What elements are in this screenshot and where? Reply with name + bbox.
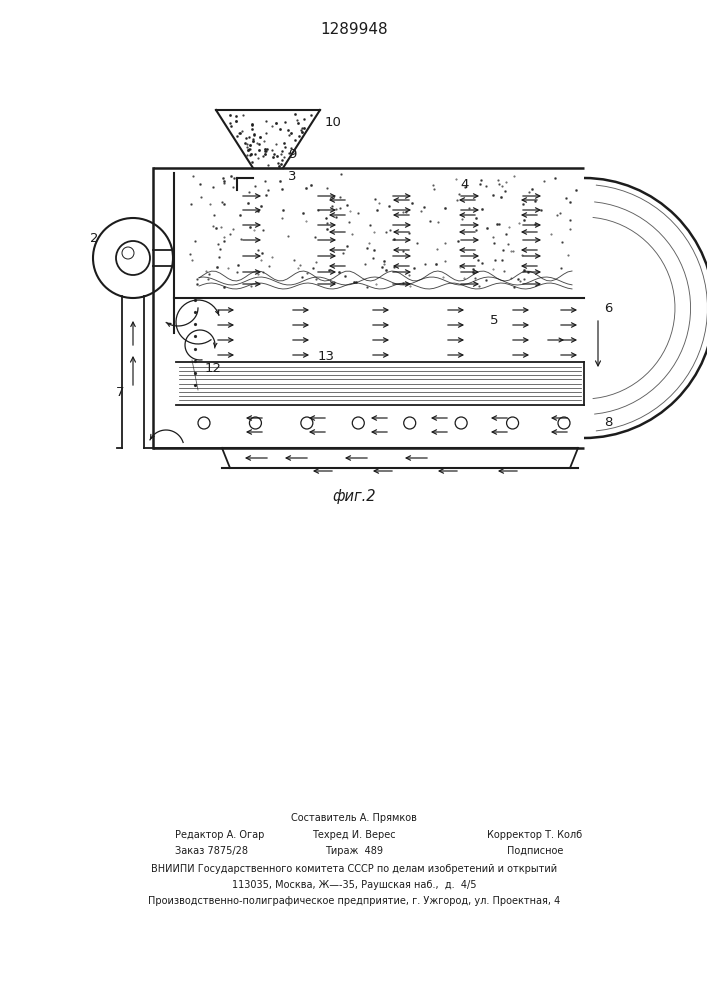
Text: 10: 10 xyxy=(325,115,342,128)
Text: 2: 2 xyxy=(90,232,98,244)
Text: Заказ 7875/28: Заказ 7875/28 xyxy=(175,846,248,856)
Text: Подписное: Подписное xyxy=(507,846,563,856)
Text: 3: 3 xyxy=(288,169,296,182)
Text: Производственно-полиграфическое предприятие, г. Ужгород, ул. Проектная, 4: Производственно-полиграфическое предприя… xyxy=(148,896,560,906)
Text: 9: 9 xyxy=(288,148,296,161)
Text: Корректор Т. Колб: Корректор Т. Колб xyxy=(487,830,583,840)
Text: 6: 6 xyxy=(604,302,612,314)
Text: Составитель А. Прямков: Составитель А. Прямков xyxy=(291,813,417,823)
Text: Техред И. Верес: Техред И. Верес xyxy=(312,830,396,840)
Text: 12: 12 xyxy=(205,361,222,374)
Text: 7: 7 xyxy=(116,386,124,399)
Text: фиг.2: фиг.2 xyxy=(332,488,375,504)
Text: 5: 5 xyxy=(490,314,498,326)
Text: Тираж  489: Тираж 489 xyxy=(325,846,383,856)
Text: 4: 4 xyxy=(460,178,468,190)
Text: 8: 8 xyxy=(604,416,612,430)
Text: 1289948: 1289948 xyxy=(320,22,388,37)
Text: Редактор А. Огар: Редактор А. Огар xyxy=(175,830,264,840)
Text: 113035, Москва, Ж—-35, Раушская наб.,  д.  4/5: 113035, Москва, Ж—-35, Раушская наб., д.… xyxy=(232,880,477,890)
Text: ВНИИПИ Государственного комитета СССР по делам изобретений и открытий: ВНИИПИ Государственного комитета СССР по… xyxy=(151,864,557,874)
Text: 13: 13 xyxy=(318,350,335,362)
